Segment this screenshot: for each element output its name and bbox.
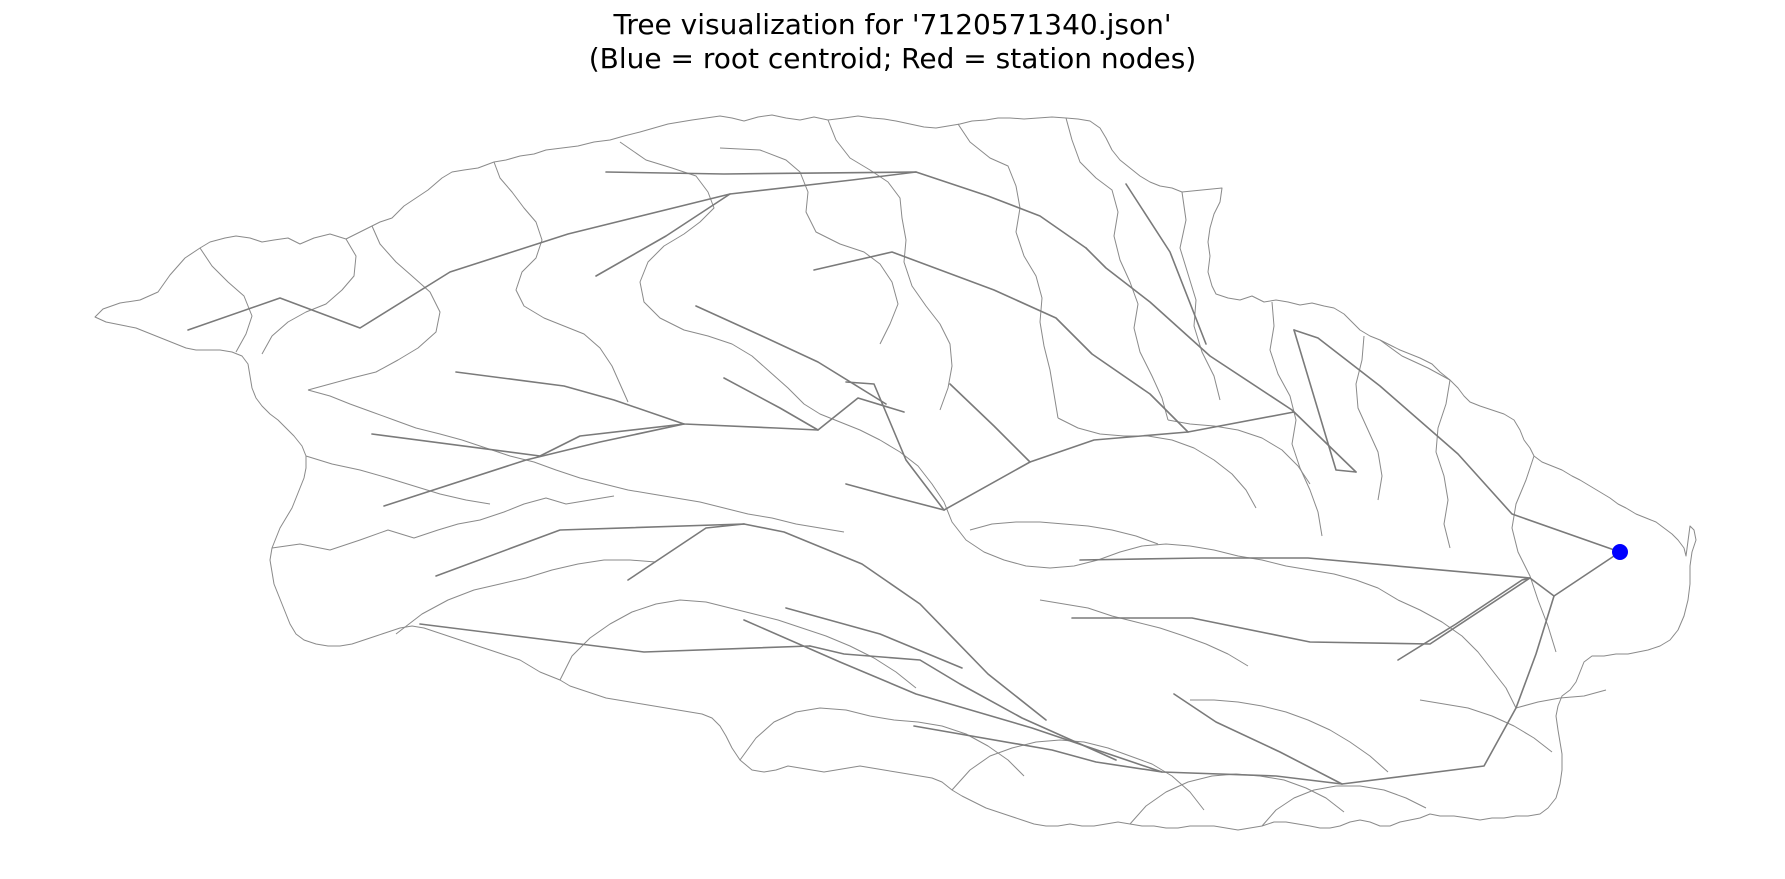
tree-edge bbox=[913, 725, 1163, 773]
tree-edge bbox=[949, 383, 1031, 463]
tree-edge bbox=[1071, 577, 1531, 645]
tree-edge bbox=[595, 193, 731, 277]
tree-edge bbox=[1293, 329, 1357, 473]
tree-edge bbox=[723, 377, 905, 431]
tree-edge bbox=[943, 411, 1295, 511]
tree-edge bbox=[419, 623, 811, 653]
tree-edge bbox=[1529, 551, 1621, 597]
tree-edge bbox=[383, 423, 685, 507]
subbasin-divides bbox=[199, 117, 1607, 827]
title-line-1: Tree visualization for '7120571340.json' bbox=[613, 8, 1172, 41]
figure-title: Tree visualization for '7120571340.json'… bbox=[0, 8, 1785, 76]
tree-edge bbox=[743, 595, 1555, 785]
tree-edge bbox=[455, 371, 819, 431]
tree-edge bbox=[1085, 247, 1357, 473]
tree-edge bbox=[1293, 329, 1621, 553]
tree-edge bbox=[1079, 557, 1531, 579]
tree-edge bbox=[743, 523, 1047, 721]
tree-edge bbox=[813, 251, 1189, 433]
tree-edge bbox=[695, 305, 887, 405]
tree-edge bbox=[435, 523, 745, 577]
tree-edge bbox=[187, 171, 917, 331]
watershed-boundary bbox=[94, 114, 1697, 831]
tree-edge bbox=[1125, 183, 1207, 345]
root-centroid-node bbox=[1612, 544, 1628, 560]
tree-edge bbox=[1173, 693, 1343, 785]
tree-edges bbox=[187, 171, 1621, 785]
title-line-2: (Blue = root centroid; Red = station nod… bbox=[588, 42, 1197, 75]
tree-edge bbox=[371, 423, 685, 457]
tree-edge bbox=[1397, 577, 1531, 661]
tree-edge bbox=[809, 645, 1117, 761]
tree-edge bbox=[785, 607, 963, 669]
tree-edge bbox=[627, 523, 745, 581]
tree-edge bbox=[845, 381, 945, 511]
tree-edge bbox=[845, 483, 945, 511]
tree-edge bbox=[605, 171, 1087, 249]
